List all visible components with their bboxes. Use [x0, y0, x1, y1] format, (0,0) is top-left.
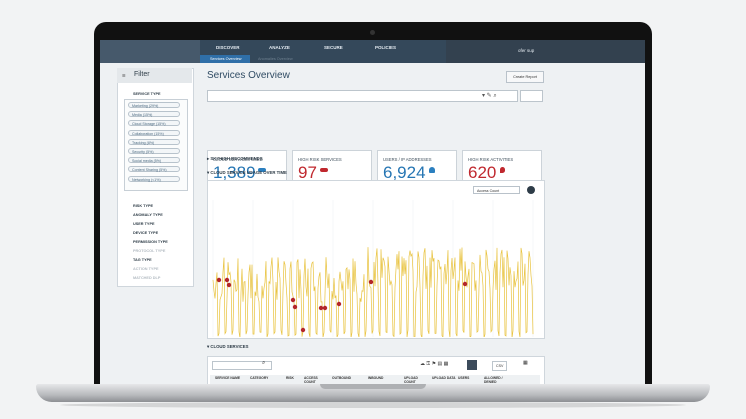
filter-type[interactable]: TAG TYPE: [133, 258, 152, 262]
metric-dropdown[interactable]: Access Count: [473, 186, 520, 194]
alert-pin: [216, 277, 222, 283]
grid-view-button[interactable]: [467, 360, 477, 370]
filter-title: Filter: [134, 71, 150, 78]
search-input[interactable]: [207, 90, 518, 102]
alert-pin: [226, 282, 232, 288]
user-name[interactable]: ofer sup: [518, 48, 535, 53]
column-header[interactable]: INBOUND: [368, 376, 384, 380]
card-label: CLOUD SERVICES USED: [213, 157, 263, 162]
usage-line: [212, 247, 534, 337]
csv-button[interactable]: CSV: [492, 361, 508, 371]
service-type-label[interactable]: SERVICE TYPE: [133, 92, 161, 96]
alert-pin: [462, 281, 468, 287]
cloud-icon: [320, 168, 328, 172]
section-header[interactable]: ▸ SKYHIGH RECOMMENDS: [207, 156, 263, 161]
table-tools[interactable]: ☁ ⚿ ⚑ ▤ ▦: [420, 361, 449, 367]
table-header: [210, 375, 540, 386]
subtab[interactable]: Anomalies Overview: [258, 57, 293, 61]
filter-type[interactable]: MATCHED DLP: [133, 276, 161, 280]
subtab[interactable]: Services Overview: [210, 57, 242, 61]
tabs-bg: [200, 40, 446, 63]
info-icon[interactable]: [527, 186, 535, 194]
alert-pin: [224, 277, 230, 283]
brand-area: [100, 40, 200, 63]
search-icons[interactable]: ▾ ✎ ⌕: [482, 93, 497, 99]
column-header[interactable]: ACCESS COUNT: [304, 376, 318, 384]
stat-card[interactable]: CLOUD SERVICES USED 1,389: [207, 150, 287, 185]
filter-header: [117, 68, 192, 83]
filter-type[interactable]: USER TYPE: [133, 222, 155, 226]
alert-pin: [336, 301, 342, 307]
card-value: 6,924: [383, 163, 426, 182]
column-header[interactable]: SERVICE NAME: [215, 376, 241, 380]
shadow: [60, 402, 686, 408]
menu-icon[interactable]: ☰: [122, 73, 126, 78]
column-header[interactable]: USERS: [458, 376, 470, 380]
filter-type[interactable]: ANOMALY TYPE: [133, 213, 163, 217]
card-label: USERS / IP ADDRESSES: [383, 157, 432, 162]
settings-icon[interactable]: ▦: [523, 360, 528, 366]
page-title: Services Overview: [207, 70, 290, 81]
service-filter-item[interactable]: Collaboration (15%): [128, 129, 180, 136]
pin-icon: [500, 167, 505, 173]
stat-card[interactable]: HIGH RISK ACTIVITIES 620: [462, 150, 542, 185]
service-filter-item[interactable]: Tracking (8%): [128, 138, 180, 145]
nav-tab[interactable]: POLICIES: [375, 45, 397, 50]
stat-card[interactable]: USERS / IP ADDRESSES 6,924: [377, 150, 457, 185]
service-filter-item[interactable]: Cloud Storage (15%): [128, 120, 180, 127]
column-header[interactable]: UPLOAD DATA: [432, 376, 456, 380]
camera: [370, 30, 375, 35]
column-header[interactable]: ALLOWED / DENIED: [484, 376, 503, 384]
card-value: 620: [468, 163, 497, 182]
active-subtab: [200, 55, 250, 63]
nav-tab[interactable]: SECURE: [324, 45, 343, 50]
filter-type[interactable]: PROTOCOL TYPE: [133, 249, 166, 253]
alert-pin: [290, 297, 296, 303]
table-search[interactable]: [212, 361, 272, 370]
service-filter-item[interactable]: Security (5%): [128, 148, 180, 154]
column-header[interactable]: OUTBOUND: [332, 376, 352, 380]
laptop-base: [36, 384, 710, 402]
alert-pin: [300, 327, 306, 333]
alert-pin: [322, 305, 328, 311]
service-filter-item[interactable]: Social media (5%): [128, 157, 180, 164]
alert-pin: [368, 279, 374, 285]
search-icon[interactable]: ⌕: [262, 360, 266, 366]
filter-type[interactable]: PERMISSION TYPE: [133, 240, 168, 244]
card-value: 97: [298, 163, 317, 182]
alert-pin: [292, 304, 298, 310]
nav-tab[interactable]: ANALYZE: [269, 45, 290, 50]
service-filter-item[interactable]: Marketing (29%): [128, 102, 180, 108]
section-title: SKYHIGH RECOMMENDS: [210, 156, 263, 161]
service-filter-item[interactable]: Media (15%): [128, 111, 180, 118]
stat-card[interactable]: HIGH RISK SERVICES 97: [292, 150, 372, 185]
lid-notch: [320, 384, 426, 389]
section-header[interactable]: ▾ CLOUD SERVICE USAGE OVER TIME: [207, 170, 287, 175]
section-header[interactable]: ▾ CLOUD SERVICES: [207, 344, 249, 349]
filter-type[interactable]: ACTION TYPE: [133, 267, 159, 271]
create-report-button[interactable]: Create Report: [506, 71, 544, 83]
section-title: CLOUD SERVICES: [210, 344, 249, 349]
card-label: HIGH RISK ACTIVITIES: [468, 157, 514, 162]
card-label: HIGH RISK SERVICES: [298, 157, 342, 162]
cloud-icon: [258, 168, 266, 172]
service-filter-item[interactable]: Content Sharing (5%): [128, 166, 180, 173]
filter-type[interactable]: DEVICE TYPE: [133, 231, 159, 235]
user-icon: [429, 167, 435, 173]
card-value: 1,389: [213, 163, 256, 182]
column-header[interactable]: RISK: [286, 376, 294, 380]
filter-type[interactable]: RISK TYPE: [133, 204, 154, 208]
column-header[interactable]: CATEGORY: [250, 376, 269, 380]
display: DISCOVER ANALYZE SECURE POLICIES ofer su…: [100, 40, 645, 386]
user-area: [446, 40, 645, 63]
column-header[interactable]: UPLOAD COUNT: [404, 376, 418, 384]
toggle-button[interactable]: [520, 90, 543, 102]
usage-chart: Dec '14Jan '15Mar '15May '15Sep '15Dec '…: [212, 200, 534, 337]
section-title: CLOUD SERVICE USAGE OVER TIME: [210, 170, 287, 175]
nav-tab[interactable]: DISCOVER: [216, 45, 240, 50]
service-filter-item[interactable]: Networking (<1%): [128, 175, 180, 182]
alert-pin: [318, 305, 324, 311]
